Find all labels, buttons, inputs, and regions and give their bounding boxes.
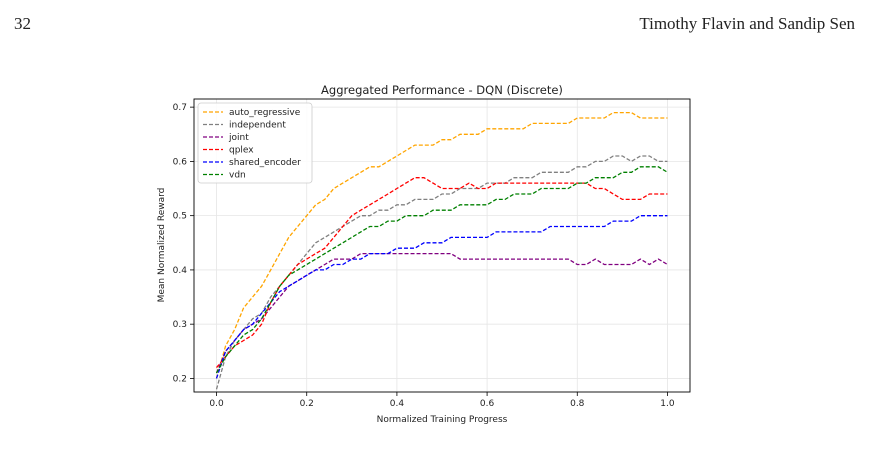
series-line-qplex xyxy=(216,177,668,369)
x-axis-label: Normalized Training Progress xyxy=(377,415,508,425)
series-line-joint xyxy=(215,252,668,374)
y-tick-label: 0.7 xyxy=(173,103,187,113)
series-line-vdn xyxy=(215,166,668,374)
x-tick-label: 0.6 xyxy=(480,399,495,409)
legend: auto_regressive independent joint qplex shar… xyxy=(197,102,313,184)
y-tick-label: 0.4 xyxy=(173,266,188,276)
line-chart: Aggregated Performance - DQN (Discrete) … xyxy=(157,83,691,425)
legend-label: joint xyxy=(228,133,249,143)
x-tick-label: 0.2 xyxy=(300,399,314,409)
x-tick-label: 0.0 xyxy=(209,399,224,409)
plot-frame xyxy=(193,98,691,393)
running-head: Timothy Flavin and Sandip Sen xyxy=(639,14,855,33)
legend-label: shared_encoder xyxy=(229,158,301,168)
y-tick-label: 0.6 xyxy=(173,157,188,167)
y-tick-label: 0.3 xyxy=(173,320,187,330)
x-tick-label: 1.0 xyxy=(660,399,675,409)
chart-title: Aggregated Performance - DQN (Discrete) xyxy=(321,83,563,97)
legend-label: qplex xyxy=(229,146,254,156)
legend-label: independent xyxy=(229,121,286,131)
y-tick-label: 0.2 xyxy=(173,374,187,384)
y-tick-label: 0.5 xyxy=(173,212,187,222)
page-header: 32 Timothy Flavin and Sandip Sen xyxy=(14,14,855,36)
series-line-shared-encoder xyxy=(215,215,668,379)
axis-ticks: 0.0 0.2 0.4 0.6 0.8 1.0 0.2 0.3 0.4 0.5 0.6 0.7 xyxy=(173,103,675,409)
x-tick-label: 0.4 xyxy=(390,399,405,409)
x-tick-label: 0.8 xyxy=(570,399,585,409)
legend-label: vdn xyxy=(229,171,246,181)
series-line-auto-regressive xyxy=(215,111,668,379)
legend-box xyxy=(197,102,313,184)
page-number: 32 xyxy=(14,14,31,33)
series-lines xyxy=(215,111,668,390)
y-axis-label: Mean Normalized Reward xyxy=(157,188,167,303)
legend-label: auto_regressive xyxy=(229,108,301,118)
series-line-independent xyxy=(215,155,668,390)
